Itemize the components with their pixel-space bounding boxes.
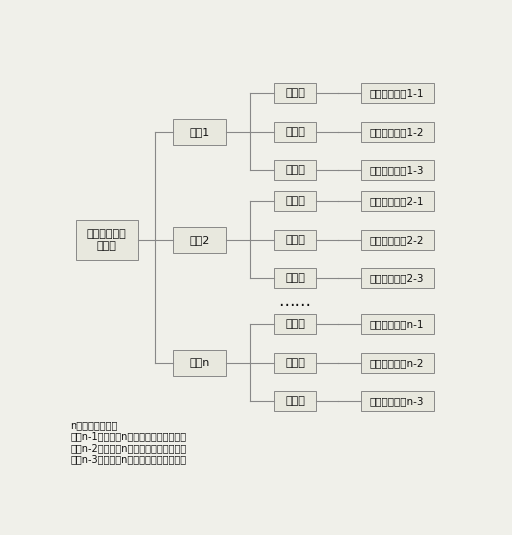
Text: 标准烘烤曲线2-2: 标准烘烤曲线2-2 — [370, 235, 424, 244]
Text: 标准烘烤曲线n-3: 标准烘烤曲线n-3 — [370, 396, 424, 407]
FancyBboxPatch shape — [274, 191, 316, 211]
FancyBboxPatch shape — [274, 315, 316, 334]
FancyBboxPatch shape — [76, 220, 138, 260]
Text: 产地1: 产地1 — [189, 127, 210, 137]
Text: 中部叶: 中部叶 — [285, 127, 305, 137]
FancyBboxPatch shape — [274, 160, 316, 180]
Text: 上部叶: 上部叶 — [285, 165, 305, 175]
FancyBboxPatch shape — [274, 353, 316, 373]
FancyBboxPatch shape — [361, 353, 434, 373]
Text: 下部叶: 下部叶 — [285, 319, 305, 330]
Text: 标号n-2代表产地n的中部叶标准烘烤曲线: 标号n-2代表产地n的中部叶标准烘烤曲线 — [70, 443, 186, 453]
FancyBboxPatch shape — [173, 227, 226, 253]
FancyBboxPatch shape — [361, 315, 434, 334]
FancyBboxPatch shape — [173, 350, 226, 376]
FancyBboxPatch shape — [361, 191, 434, 211]
FancyBboxPatch shape — [361, 268, 434, 288]
Text: 上部叶: 上部叶 — [285, 273, 305, 283]
FancyBboxPatch shape — [361, 392, 434, 411]
Text: 烤烟特征气味
信息库: 烤烟特征气味 信息库 — [87, 229, 126, 250]
Text: 标准烘烤曲线2-3: 标准烘烤曲线2-3 — [370, 273, 424, 283]
FancyBboxPatch shape — [361, 83, 434, 103]
Text: 标准烘烤曲线1-1: 标准烘烤曲线1-1 — [370, 88, 424, 98]
Text: 中部叶: 中部叶 — [285, 358, 305, 368]
Text: 上部叶: 上部叶 — [285, 396, 305, 407]
FancyBboxPatch shape — [173, 119, 226, 145]
Text: n代表产地的编号: n代表产地的编号 — [70, 420, 118, 430]
Text: 下部叶: 下部叶 — [285, 196, 305, 207]
Text: 标准烘烤曲线1-3: 标准烘烤曲线1-3 — [370, 165, 424, 175]
Text: 标号n-1代表产地n的下部叶标准烘烤曲线: 标号n-1代表产地n的下部叶标准烘烤曲线 — [70, 432, 186, 441]
Text: 标号n-3代表产地n的上部叶标准烘烤曲线: 标号n-3代表产地n的上部叶标准烘烤曲线 — [70, 455, 186, 464]
FancyBboxPatch shape — [274, 392, 316, 411]
FancyBboxPatch shape — [274, 230, 316, 250]
Text: ……: …… — [279, 292, 311, 310]
FancyBboxPatch shape — [361, 122, 434, 142]
Text: 产地n: 产地n — [189, 358, 210, 368]
Text: 标准烘烤曲线n-2: 标准烘烤曲线n-2 — [370, 358, 424, 368]
FancyBboxPatch shape — [274, 83, 316, 103]
Text: 标准烘烤曲线2-1: 标准烘烤曲线2-1 — [370, 196, 424, 207]
FancyBboxPatch shape — [361, 230, 434, 250]
Text: 中部叶: 中部叶 — [285, 235, 305, 244]
Text: 标准烘烤曲线1-2: 标准烘烤曲线1-2 — [370, 127, 424, 137]
FancyBboxPatch shape — [361, 160, 434, 180]
Text: 产地2: 产地2 — [189, 235, 210, 244]
Text: 标准烘烤曲线n-1: 标准烘烤曲线n-1 — [370, 319, 424, 330]
FancyBboxPatch shape — [274, 122, 316, 142]
FancyBboxPatch shape — [274, 268, 316, 288]
Text: 下部叶: 下部叶 — [285, 88, 305, 98]
